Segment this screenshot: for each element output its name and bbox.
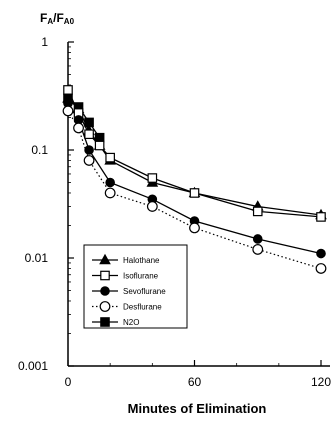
data-point-isoflurane <box>84 129 94 140</box>
legend-marker-isoflurane <box>100 270 110 281</box>
data-point-isoflurane <box>147 173 158 183</box>
x-axis-label: Minutes of Elimination <box>128 401 267 416</box>
legend-items: Halothane Isoflurane Sevoflurane Desflurane… <box>92 253 166 327</box>
data-point-isoflurane <box>252 206 263 217</box>
legend-box <box>83 244 188 329</box>
legend-marker-halothane <box>99 253 111 265</box>
legend-label-desflurane: Desflurane <box>123 303 162 312</box>
x-ticks: 0 60 120 <box>65 360 331 389</box>
data-point-isoflurane <box>105 152 115 163</box>
legend-label-halothane: Halothane <box>123 256 160 265</box>
y-tick-label: 0.01 <box>25 251 49 265</box>
data-point-sevoflurane <box>316 248 326 259</box>
data-point-desflurane <box>146 201 158 212</box>
y-axis-label: FA/FA0 <box>40 11 75 26</box>
y-tick-label: 1 <box>41 35 48 49</box>
legend-marker-desflurane <box>99 301 111 312</box>
legend-marker-sevoflurane <box>100 286 110 296</box>
y-axis-label-mid: /F <box>53 11 64 25</box>
y-ticks: 1 0.1 0.01 0.001 <box>18 35 74 373</box>
legend-marker-n2o <box>100 317 110 327</box>
data-point-desflurane <box>315 263 327 274</box>
y-axis-label-sub2: A0 <box>64 17 75 26</box>
series-markers <box>62 85 327 274</box>
data-point-desflurane <box>252 244 264 255</box>
y-tick-label: 0.001 <box>18 359 48 373</box>
data-point-desflurane <box>83 155 95 166</box>
data-point-sevoflurane <box>252 234 263 244</box>
y-axis-label-sub1: A <box>47 17 53 26</box>
data-point-isoflurane <box>316 212 326 222</box>
data-point-sevoflurane <box>105 177 115 188</box>
data-point-desflurane <box>73 122 84 134</box>
y-tick-label: 0.1 <box>31 143 48 157</box>
data-point-isoflurane <box>189 188 200 198</box>
legend: Halothane Isoflurane Sevoflurane Desflurane… <box>83 244 188 329</box>
x-tick-label: 0 <box>65 375 72 389</box>
x-tick-label: 120 <box>311 375 331 389</box>
series-lines <box>67 89 322 270</box>
data-point-isoflurane <box>63 85 73 95</box>
data-point-desflurane <box>189 222 200 234</box>
data-point-desflurane <box>62 105 74 117</box>
x-tick-label: 60 <box>188 375 202 389</box>
legend-label-n2o: N2O <box>123 318 139 327</box>
legend-label-sevoflurane: Sevoflurane <box>123 287 166 296</box>
y-axis-label-main: F <box>40 11 47 25</box>
data-point-desflurane <box>104 187 116 199</box>
series-line-desflurane <box>67 110 322 270</box>
data-point-isoflurane <box>94 140 105 151</box>
legend-label-isoflurane: Isoflurane <box>123 272 159 281</box>
data-point-sevoflurane <box>84 145 94 155</box>
